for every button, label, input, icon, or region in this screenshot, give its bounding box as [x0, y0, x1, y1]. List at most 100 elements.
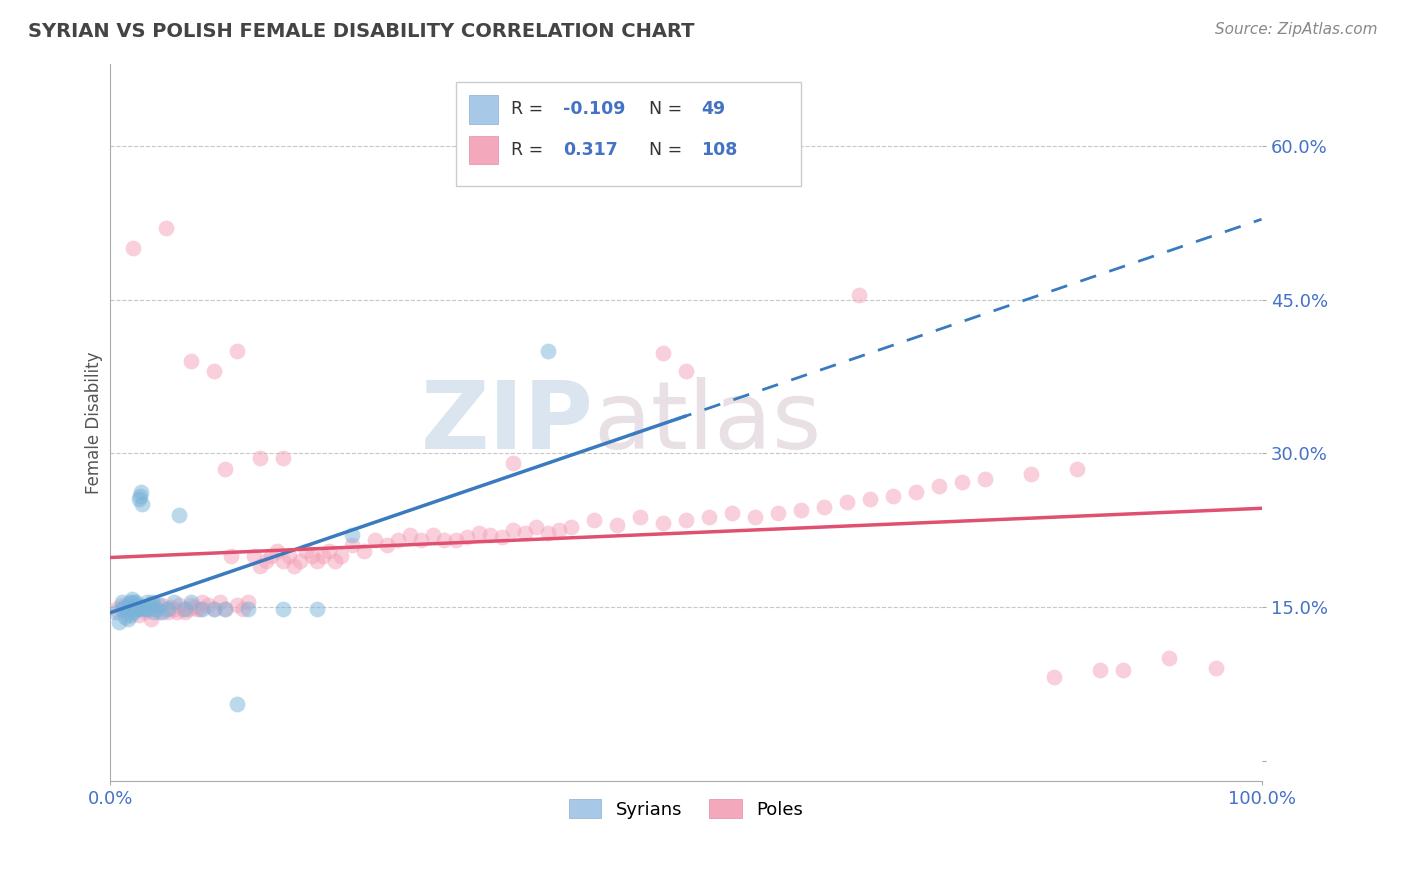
- Point: [124, 595, 146, 609]
- Point: [813, 500, 835, 514]
- Point: [117, 612, 139, 626]
- Point: [905, 485, 928, 500]
- Point: [131, 599, 153, 614]
- Point: [232, 602, 254, 616]
- Text: atlas: atlas: [593, 376, 823, 468]
- Point: [479, 528, 502, 542]
- Point: [124, 599, 146, 614]
- Point: [219, 549, 242, 563]
- Point: [155, 221, 177, 235]
- Point: [122, 602, 145, 616]
- Point: [548, 523, 571, 537]
- Text: 108: 108: [700, 141, 737, 159]
- Point: [271, 451, 294, 466]
- Point: [225, 598, 247, 612]
- Point: [148, 605, 170, 619]
- Point: [125, 598, 148, 612]
- Text: N =: N =: [650, 100, 682, 119]
- Point: [214, 602, 236, 616]
- Point: [180, 595, 202, 609]
- Point: [697, 509, 720, 524]
- Point: [537, 343, 560, 358]
- Point: [928, 479, 950, 493]
- Point: [353, 543, 375, 558]
- Point: [122, 241, 145, 255]
- Point: [651, 516, 673, 530]
- Point: [143, 598, 166, 612]
- Point: [188, 602, 211, 616]
- Point: [1112, 664, 1135, 678]
- Point: [124, 602, 146, 616]
- Point: [1159, 651, 1181, 665]
- Point: [271, 602, 294, 616]
- Text: N =: N =: [650, 141, 682, 159]
- FancyBboxPatch shape: [470, 95, 498, 124]
- Point: [277, 549, 299, 563]
- Point: [150, 598, 173, 612]
- FancyBboxPatch shape: [470, 136, 498, 164]
- Point: [125, 602, 148, 616]
- Point: [117, 605, 139, 619]
- Point: [225, 343, 247, 358]
- Point: [208, 595, 231, 609]
- Point: [266, 543, 288, 558]
- Point: [1090, 664, 1112, 678]
- Text: 49: 49: [700, 100, 725, 119]
- Point: [128, 492, 150, 507]
- Point: [882, 489, 904, 503]
- Point: [537, 526, 560, 541]
- Point: [108, 615, 131, 630]
- Point: [307, 554, 329, 568]
- Point: [128, 608, 150, 623]
- Point: [340, 538, 363, 552]
- Text: -0.109: -0.109: [562, 100, 626, 119]
- Point: [121, 591, 143, 606]
- Point: [177, 602, 200, 616]
- Point: [136, 602, 159, 616]
- Point: [118, 602, 141, 616]
- Point: [145, 602, 167, 616]
- Point: [136, 595, 159, 609]
- Point: [456, 530, 478, 544]
- Point: [202, 364, 225, 378]
- Point: [191, 595, 214, 609]
- FancyBboxPatch shape: [456, 82, 801, 186]
- Point: [131, 485, 153, 500]
- Point: [120, 599, 142, 614]
- Point: [411, 533, 433, 548]
- Point: [249, 451, 271, 466]
- Point: [375, 538, 398, 552]
- Point: [651, 346, 673, 360]
- Point: [295, 543, 318, 558]
- Point: [134, 602, 156, 616]
- Text: SYRIAN VS POLISH FEMALE DISABILITY CORRELATION CHART: SYRIAN VS POLISH FEMALE DISABILITY CORRE…: [28, 22, 695, 41]
- Point: [134, 605, 156, 619]
- Point: [120, 608, 142, 623]
- Point: [105, 602, 128, 616]
- Point: [129, 489, 152, 503]
- Point: [721, 506, 744, 520]
- Point: [628, 509, 651, 524]
- Point: [524, 520, 547, 534]
- Point: [131, 498, 153, 512]
- Point: [422, 528, 444, 542]
- Point: [260, 549, 283, 563]
- Point: [180, 354, 202, 368]
- Point: [1066, 461, 1088, 475]
- Point: [169, 508, 191, 522]
- Point: [1021, 467, 1043, 481]
- Point: [169, 598, 191, 612]
- Point: [675, 513, 697, 527]
- Point: [254, 554, 277, 568]
- Text: ZIP: ZIP: [420, 376, 593, 468]
- Point: [132, 602, 155, 616]
- Point: [974, 472, 997, 486]
- Point: [114, 610, 136, 624]
- Point: [433, 533, 456, 548]
- Text: R =: R =: [510, 141, 543, 159]
- Point: [180, 598, 202, 612]
- Point: [141, 595, 163, 609]
- Text: Source: ZipAtlas.com: Source: ZipAtlas.com: [1215, 22, 1378, 37]
- Point: [136, 602, 159, 616]
- Point: [139, 612, 162, 626]
